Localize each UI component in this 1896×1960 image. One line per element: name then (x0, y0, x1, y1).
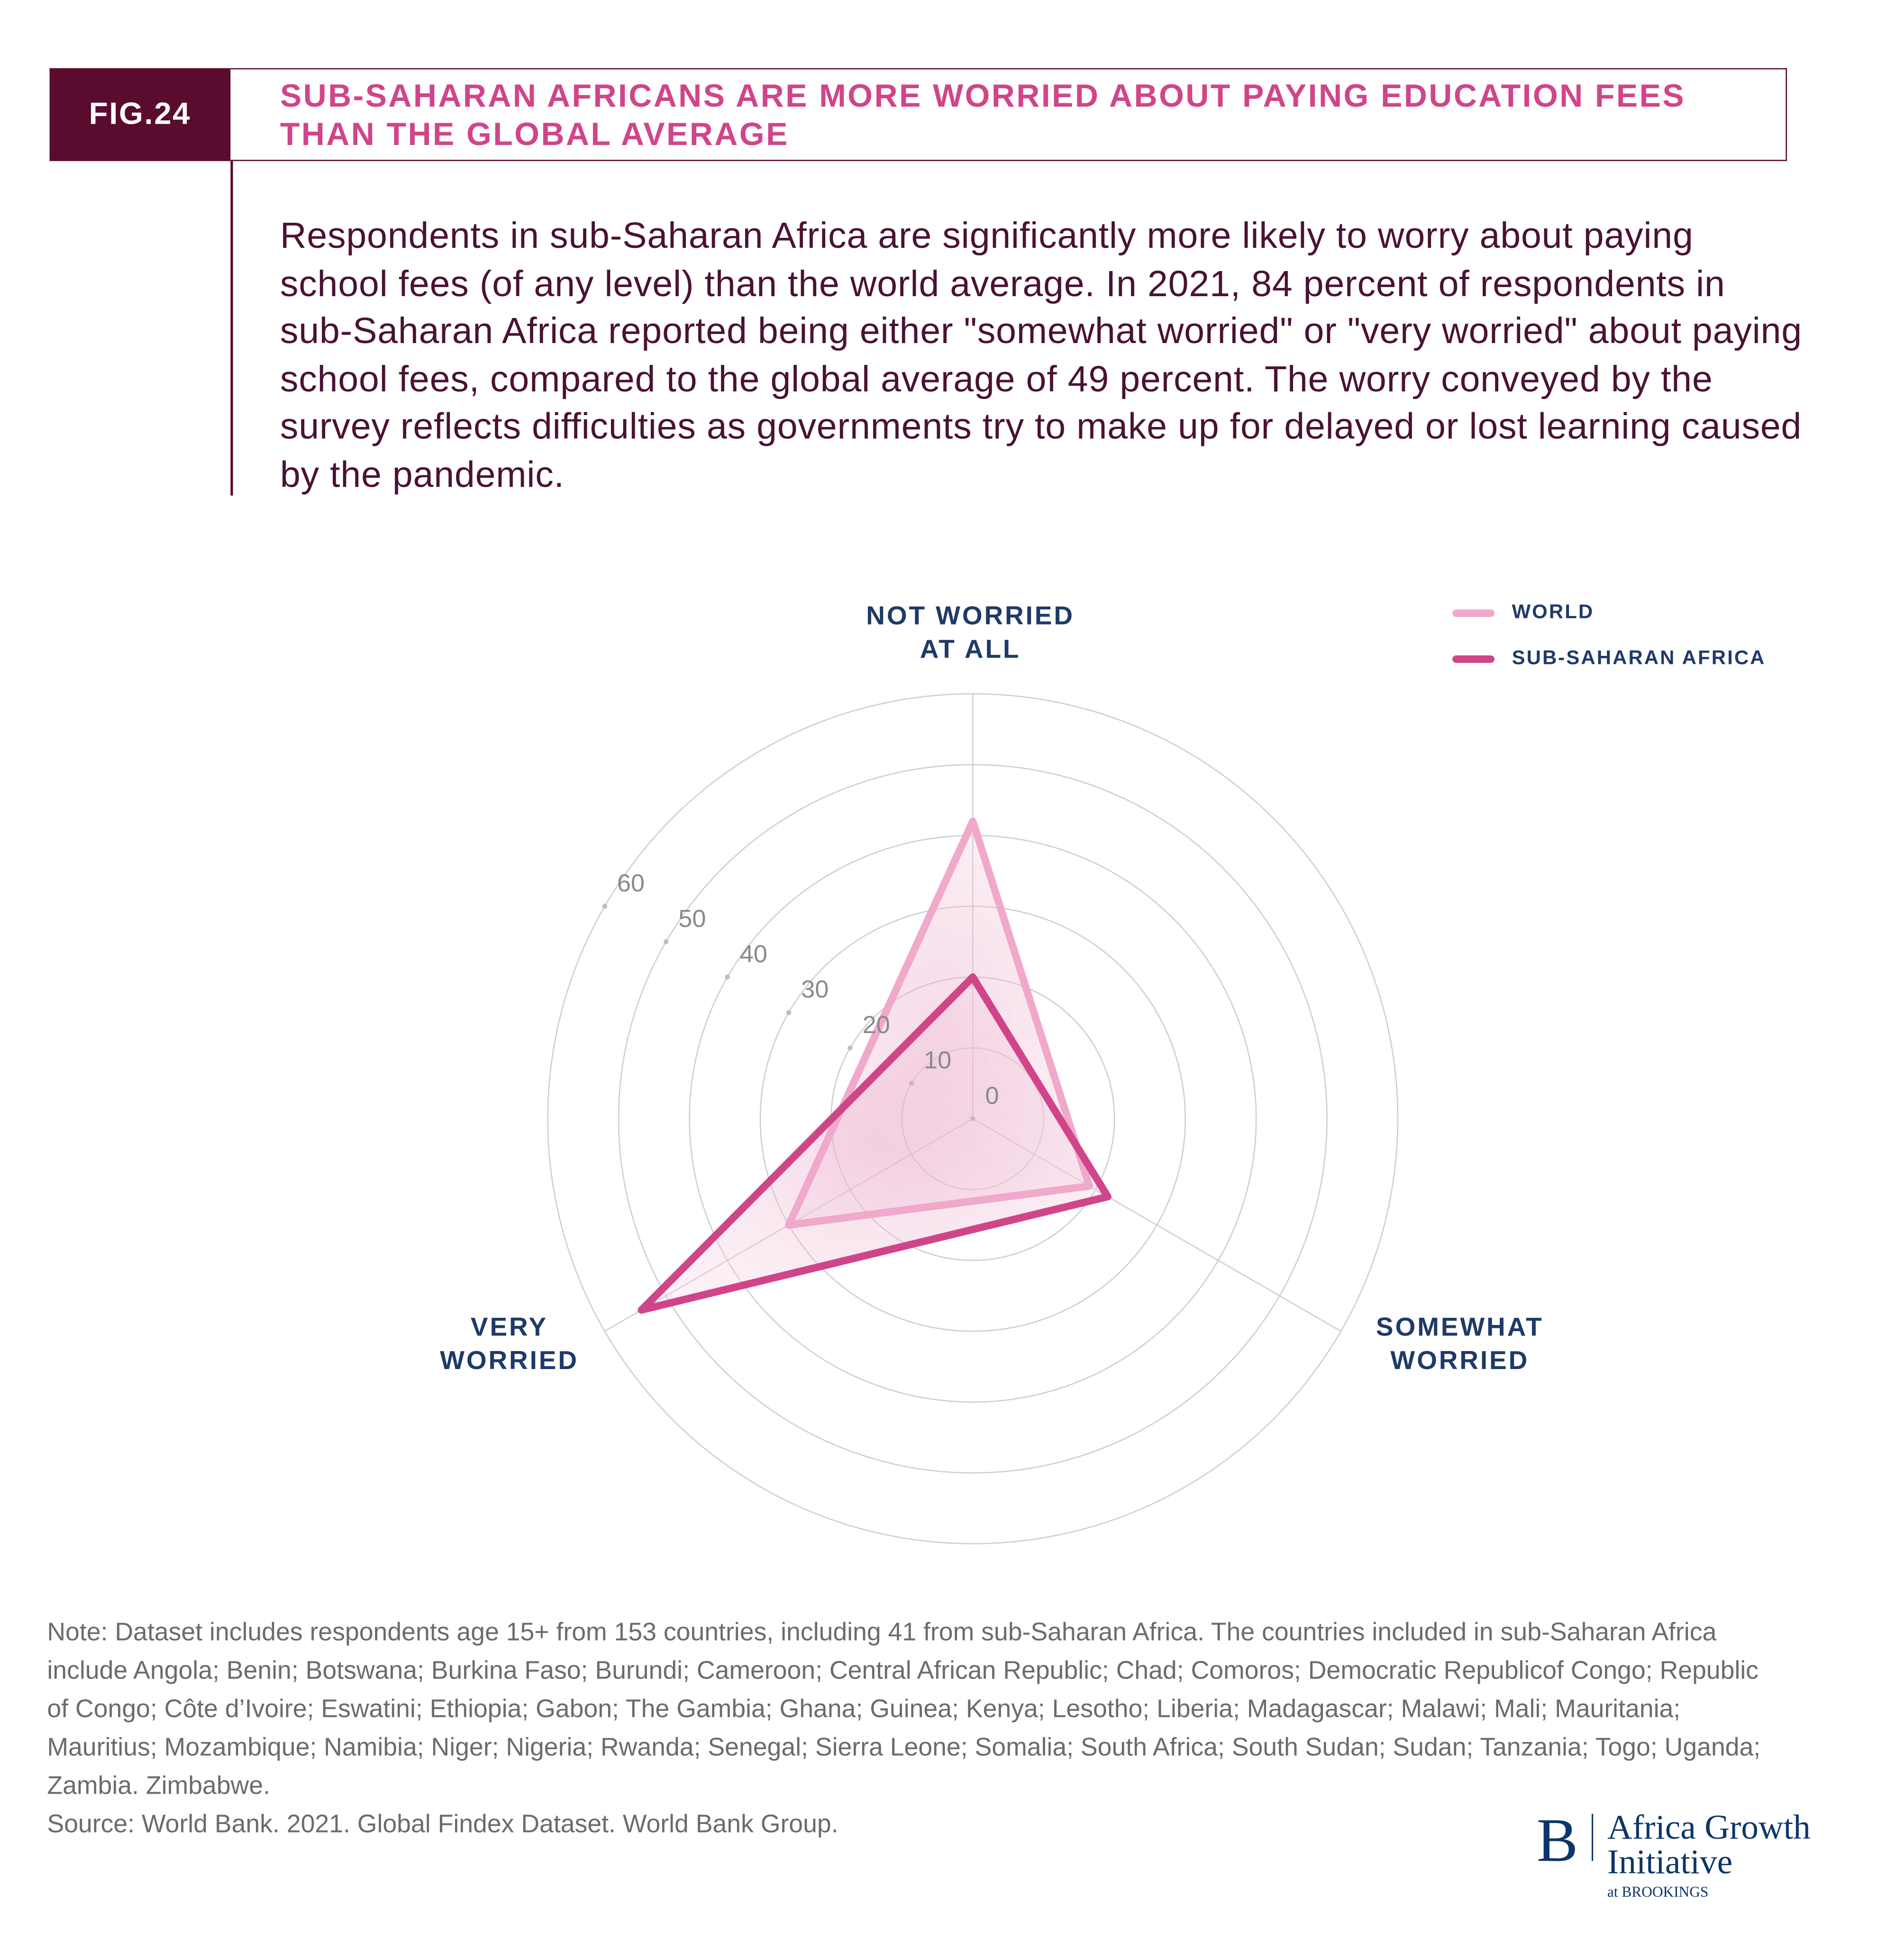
tick-label: 20 (863, 1011, 890, 1039)
axis-label-not-worried: NOT WORRIED AT ALL (784, 599, 1156, 666)
tick-dot (663, 939, 669, 944)
svg-text:at BROOKINGS: at BROOKINGS (1607, 1884, 1708, 1900)
tick-dot (786, 1010, 792, 1015)
figure-title: SUB-SAHARAN AFRICANS ARE MORE WORRIED AB… (280, 77, 1686, 153)
brookings-agi-logo: B Africa Growth Initiative at BROOKINGS (1537, 1806, 1811, 1900)
tick-dot (602, 904, 607, 909)
series-fills (641, 821, 1108, 1310)
axis-label-line: WORRIED (440, 1346, 579, 1375)
legend-label: WORLD (1512, 602, 1595, 624)
axis-label-line: NOT WORRIED (866, 602, 1075, 631)
tick-label: 40 (740, 941, 767, 968)
series-line-sub-saharan-africa (638, 973, 1112, 1314)
figure-number-badge: FIG.24 (49, 68, 231, 161)
series-fill-1 (641, 977, 1108, 1310)
tick-dot (970, 1116, 975, 1122)
tick-label: 0 (985, 1082, 999, 1109)
legend-swatch (1452, 655, 1495, 663)
series-line-world (785, 817, 1094, 1229)
axis-label-line: WORRIED (1390, 1346, 1530, 1375)
title-frame (230, 68, 1787, 161)
axis-label-line: VERY (470, 1313, 548, 1342)
divider-line (230, 161, 233, 496)
footnote: Note: Dataset includes respondents age 1… (47, 1613, 1782, 1843)
note-text: Note: Dataset includes respondents age 1… (47, 1618, 1761, 1800)
axis-label-line: SOMEWHAT (1376, 1313, 1544, 1342)
tick-dot (909, 1080, 914, 1086)
axis-label-somewhat-worried: SOMEWHAT WORRIED (1274, 1311, 1646, 1378)
tick-dot (848, 1045, 853, 1051)
tick-label: 60 (617, 870, 645, 897)
legend-swatch (1452, 609, 1495, 617)
radar-chart: 0 10 20 30 40 50 60 (547, 693, 1399, 1544)
figure-description: Respondents in sub-Saharan Africa are si… (280, 215, 1802, 496)
svg-text:Initiative: Initiative (1607, 1842, 1732, 1881)
tick-label: 10 (924, 1047, 951, 1074)
axis-label-line: AT ALL (920, 635, 1021, 664)
svg-text:Africa Growth: Africa Growth (1607, 1808, 1811, 1846)
tick-dot (725, 974, 730, 980)
series-lines (638, 817, 1112, 1314)
tick-label: 50 (678, 905, 706, 933)
tick-label: 30 (801, 976, 829, 1003)
legend-label: SUB-SAHARAN AFRICA (1512, 648, 1766, 669)
legend-item-world: WORLD (1452, 602, 1594, 625)
source-text: Source: World Bank. 2021. Global Findex … (47, 1810, 839, 1839)
axis-label-very-worried: VERY WORRIED (323, 1311, 695, 1378)
svg-text:B: B (1537, 1806, 1578, 1875)
legend-item-ssa: SUB-SAHARAN AFRICA (1452, 648, 1766, 670)
radial-tick-labels: 0 10 20 30 40 50 60 (602, 870, 999, 1122)
